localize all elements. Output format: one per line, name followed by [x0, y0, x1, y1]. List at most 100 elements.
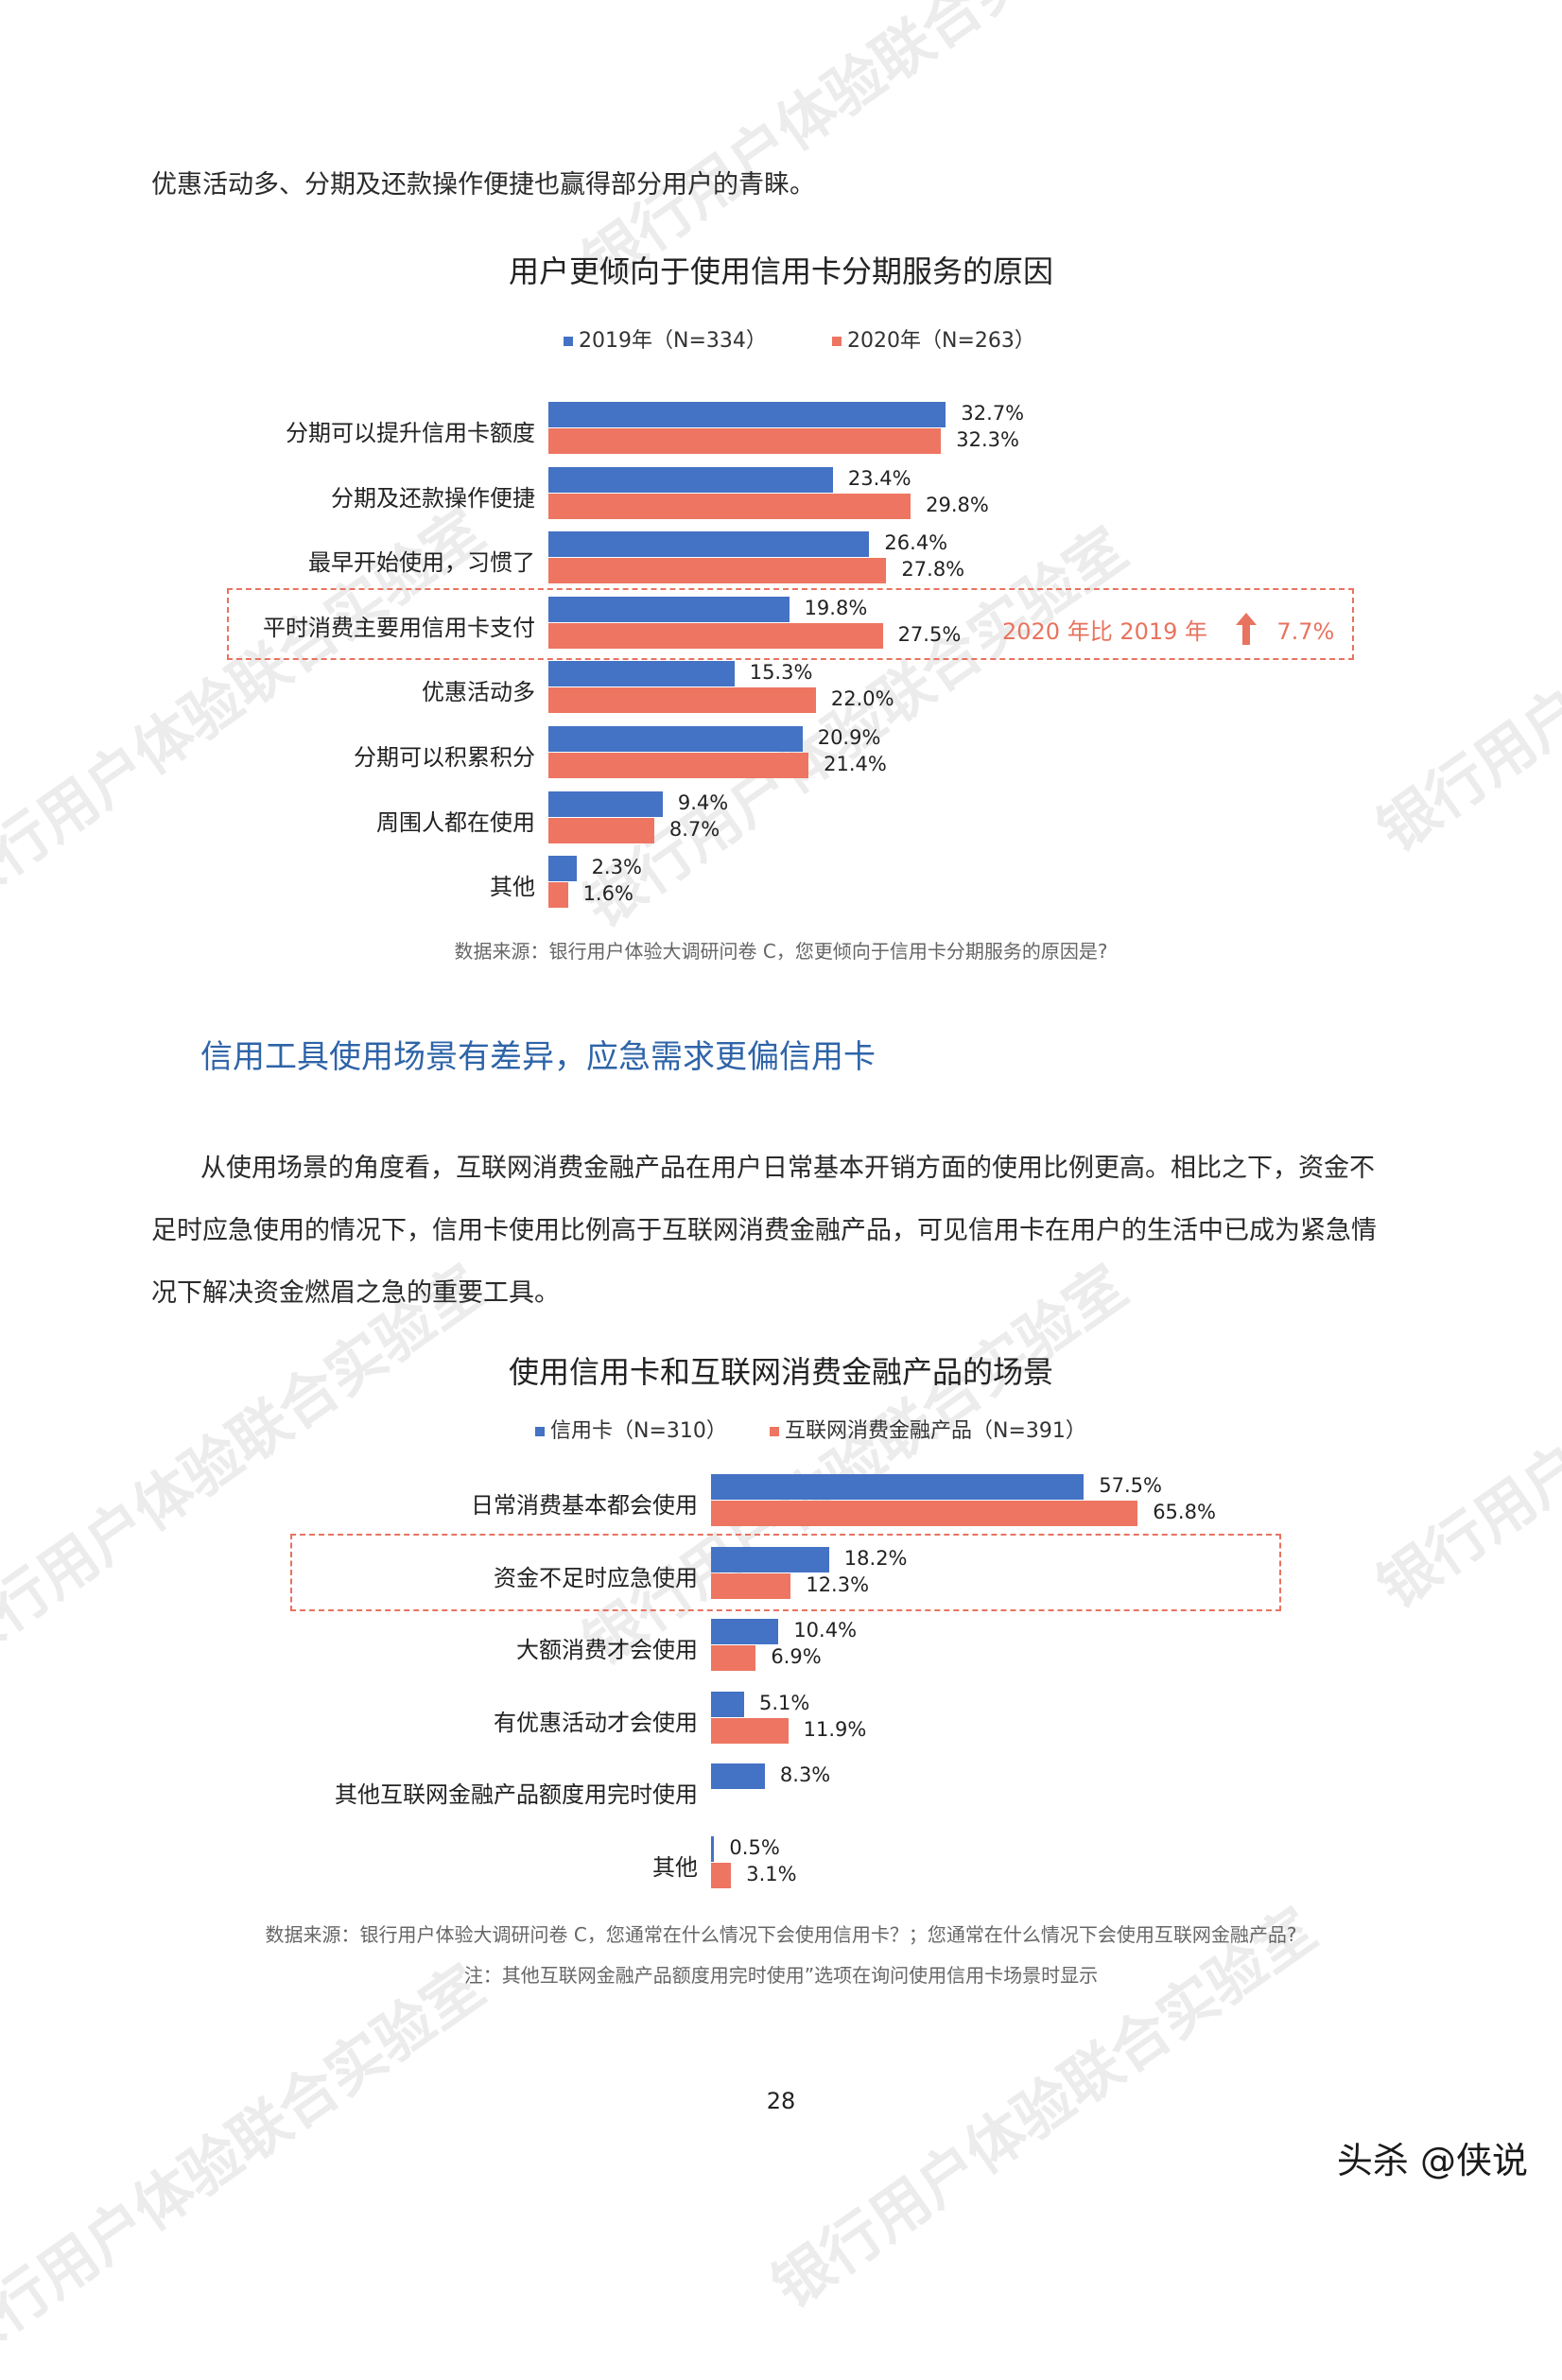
category-label: 分期可以提升信用卡额度	[286, 420, 535, 446]
chart1-annotation: 2020 年比 2019 年 7.7%	[1002, 613, 1334, 646]
bar	[548, 428, 942, 454]
bar	[711, 1717, 789, 1744]
data-label: 11.9%	[803, 1717, 867, 1741]
watermark: 银行用户体验联合实验室	[1364, 1195, 1562, 1622]
data-label: 8.7%	[668, 817, 720, 841]
legend-swatch-red	[832, 337, 842, 346]
data-label: 18.2%	[843, 1546, 908, 1570]
category-label: 其他	[652, 1853, 698, 1881]
category-label: 有优惠活动才会使用	[494, 1709, 698, 1736]
paragraph-line: 从使用场景的角度看，互联网消费金融产品在用户日常基本开销方面的使用比例更高。相比…	[200, 1154, 1375, 1183]
chart2-source: 数据来源：银行用户体验大调研问卷 C，您通常在什么情况下会使用信用卡？；您通常在…	[265, 1923, 1297, 1946]
bar	[548, 753, 809, 778]
intro-text: 优惠活动多、分期及还款操作便捷也赢得部分用户的青睐。	[151, 170, 815, 200]
legend-swatch-blue	[535, 1427, 545, 1436]
data-label: 15.3%	[749, 661, 813, 685]
annotation-text: 2020 年比 2019 年	[1002, 618, 1208, 645]
author-credit: 头杀 @侠说	[1336, 2140, 1528, 2181]
category-label: 大额消费才会使用	[516, 1637, 698, 1663]
bar	[711, 1645, 756, 1671]
data-label: 26.4%	[884, 531, 948, 555]
chart2-title: 使用信用卡和互联网消费金融产品的场景	[508, 1354, 1053, 1390]
data-label: 20.9%	[817, 726, 881, 749]
page-number: 28	[766, 2088, 796, 2114]
bar	[548, 596, 790, 622]
legend-swatch-red	[770, 1427, 779, 1436]
category-label: 周围人都在使用	[376, 808, 535, 836]
bar	[548, 493, 911, 519]
category-label: 平时消费主要用信用卡支付	[263, 614, 535, 641]
bar	[711, 1862, 732, 1888]
data-label: 5.1%	[758, 1691, 810, 1714]
category-label: 其他	[490, 874, 535, 901]
category-label: 分期可以积累积分	[354, 744, 535, 771]
data-label: 3.1%	[746, 1862, 797, 1885]
legend-label: 互联网消费金融产品（N=391）	[785, 1419, 1086, 1443]
bar	[548, 622, 883, 649]
watermark: 银行用户体验联合实验室	[570, 1252, 1139, 1678]
category-label: 最早开始使用，习惯了	[308, 549, 535, 577]
bar	[548, 402, 946, 427]
data-label: 65.8%	[1153, 1501, 1216, 1523]
bar	[711, 1763, 765, 1789]
data-label: 9.4%	[677, 790, 729, 814]
data-label: 6.9%	[771, 1645, 822, 1668]
bar	[711, 1835, 715, 1862]
data-label: 12.3%	[806, 1572, 870, 1596]
bar	[548, 790, 663, 817]
chart1-legend-2019: 2019年（N=334）	[564, 323, 767, 354]
category-label: 日常消费基本都会使用	[471, 1492, 698, 1519]
bar	[711, 1619, 779, 1644]
chart1-highlight-box	[227, 588, 1354, 660]
bar	[711, 1474, 1085, 1500]
category-label: 优惠活动多	[422, 679, 535, 706]
watermark: 银行用户体验联合实验室	[1364, 439, 1562, 865]
chart2-legend-credit-card: 信用卡（N=310）	[535, 1414, 727, 1444]
up-arrow-icon	[1235, 613, 1257, 645]
bar	[548, 726, 803, 752]
data-label: 29.8%	[926, 493, 989, 516]
bar	[711, 1546, 829, 1572]
bar	[548, 661, 735, 687]
data-label: 10.4%	[793, 1619, 858, 1642]
data-label: 19.8%	[804, 596, 868, 619]
category-label: 分期及还款操作便捷	[331, 484, 535, 512]
bar	[711, 1691, 744, 1717]
category-label: 其他互联网金融产品额度用完时使用	[335, 1781, 698, 1808]
paragraph-line: 足时应急使用的情况下，信用卡使用比例高于互联网消费金融产品，可见信用卡在用户的生…	[151, 1216, 1377, 1245]
data-label: 8.3%	[779, 1763, 831, 1786]
data-label: 32.3%	[956, 428, 1019, 451]
bar	[548, 687, 816, 714]
data-label: 22.0%	[830, 687, 894, 711]
bar	[711, 1572, 791, 1599]
data-label: 1.6%	[582, 882, 633, 906]
paragraph-line: 况下解决资金燃眉之急的重要工具。	[151, 1278, 560, 1308]
category-label: 资金不足时应急使用	[494, 1564, 698, 1591]
chart1-source: 数据来源：银行用户体验大调研问卷 C，您更倾向于信用卡分期服务的原因是?	[454, 940, 1108, 963]
bar	[548, 558, 887, 584]
data-label: 2.3%	[591, 856, 642, 879]
data-label: 21.4%	[824, 753, 887, 775]
bar	[548, 817, 654, 843]
bar	[548, 856, 577, 882]
chart2-highlight-box	[290, 1534, 1281, 1611]
chart1-title: 用户更倾向于使用信用卡分期服务的原因	[508, 253, 1053, 289]
bar	[548, 531, 870, 558]
data-label: 0.5%	[729, 1835, 780, 1859]
data-label: 57.5%	[1099, 1474, 1162, 1497]
data-label: 32.7%	[961, 402, 1025, 425]
chart2-legend-internet-finance: 互联网消费金融产品（N=391）	[770, 1414, 1086, 1444]
bar	[711, 1501, 1138, 1526]
bar	[548, 882, 568, 909]
legend-label: 2020年（N=263）	[847, 329, 1035, 353]
legend-swatch-blue	[564, 337, 573, 346]
legend-label: 2019年（N=334）	[579, 329, 767, 353]
legend-label: 信用卡（N=310）	[550, 1419, 727, 1443]
section-heading: 信用工具使用场景有差异，应急需求更偏信用卡	[200, 1038, 876, 1076]
data-label: 27.8%	[901, 558, 965, 582]
bar	[548, 466, 833, 493]
chart2-note: 注：其他互联网金融产品额度用完时使用”选项在询问使用信用卡场景时显示	[463, 1964, 1099, 1987]
data-label: 23.4%	[847, 466, 911, 490]
data-label: 27.5%	[897, 622, 962, 646]
annotation-value: 7.7%	[1276, 618, 1335, 645]
